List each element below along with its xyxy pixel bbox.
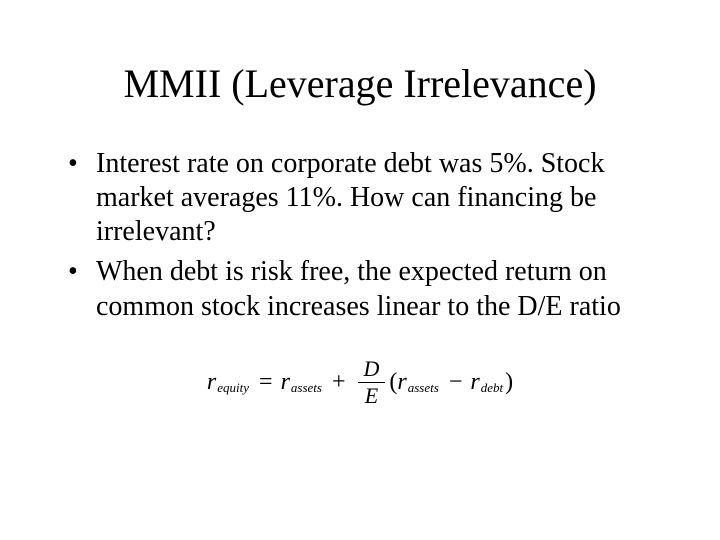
formula-subscript: assets <box>408 380 439 396</box>
list-item: When debt is risk free, the expected ret… <box>64 255 656 323</box>
formula: requity = rassets + D E ( rassets − rdeb… <box>207 356 513 409</box>
formula-var: r <box>281 369 290 396</box>
formula-var: r <box>207 369 216 396</box>
formula-numerator: D <box>358 356 386 382</box>
formula-paren: ) <box>505 369 513 396</box>
formula-var: r <box>470 369 479 396</box>
formula-subscript: debt <box>481 380 503 396</box>
slide-title: MMII (Leverage Irrelevance) <box>48 60 672 107</box>
formula-subscript: assets <box>291 380 322 396</box>
formula-container: requity = rassets + D E ( rassets − rdeb… <box>48 356 672 409</box>
formula-paren: ( <box>389 369 397 396</box>
formula-op: + <box>332 369 346 396</box>
list-item: Interest rate on corporate debt was 5%. … <box>64 147 656 249</box>
formula-var: r <box>397 369 406 396</box>
slide: MMII (Leverage Irrelevance) Interest rat… <box>0 0 720 540</box>
bullet-list: Interest rate on corporate debt was 5%. … <box>48 147 672 324</box>
formula-fraction: D E <box>358 356 386 409</box>
formula-subscript: equity <box>217 380 249 396</box>
formula-denominator: E <box>359 383 384 409</box>
formula-op: = <box>259 369 273 396</box>
formula-op: − <box>449 369 463 396</box>
